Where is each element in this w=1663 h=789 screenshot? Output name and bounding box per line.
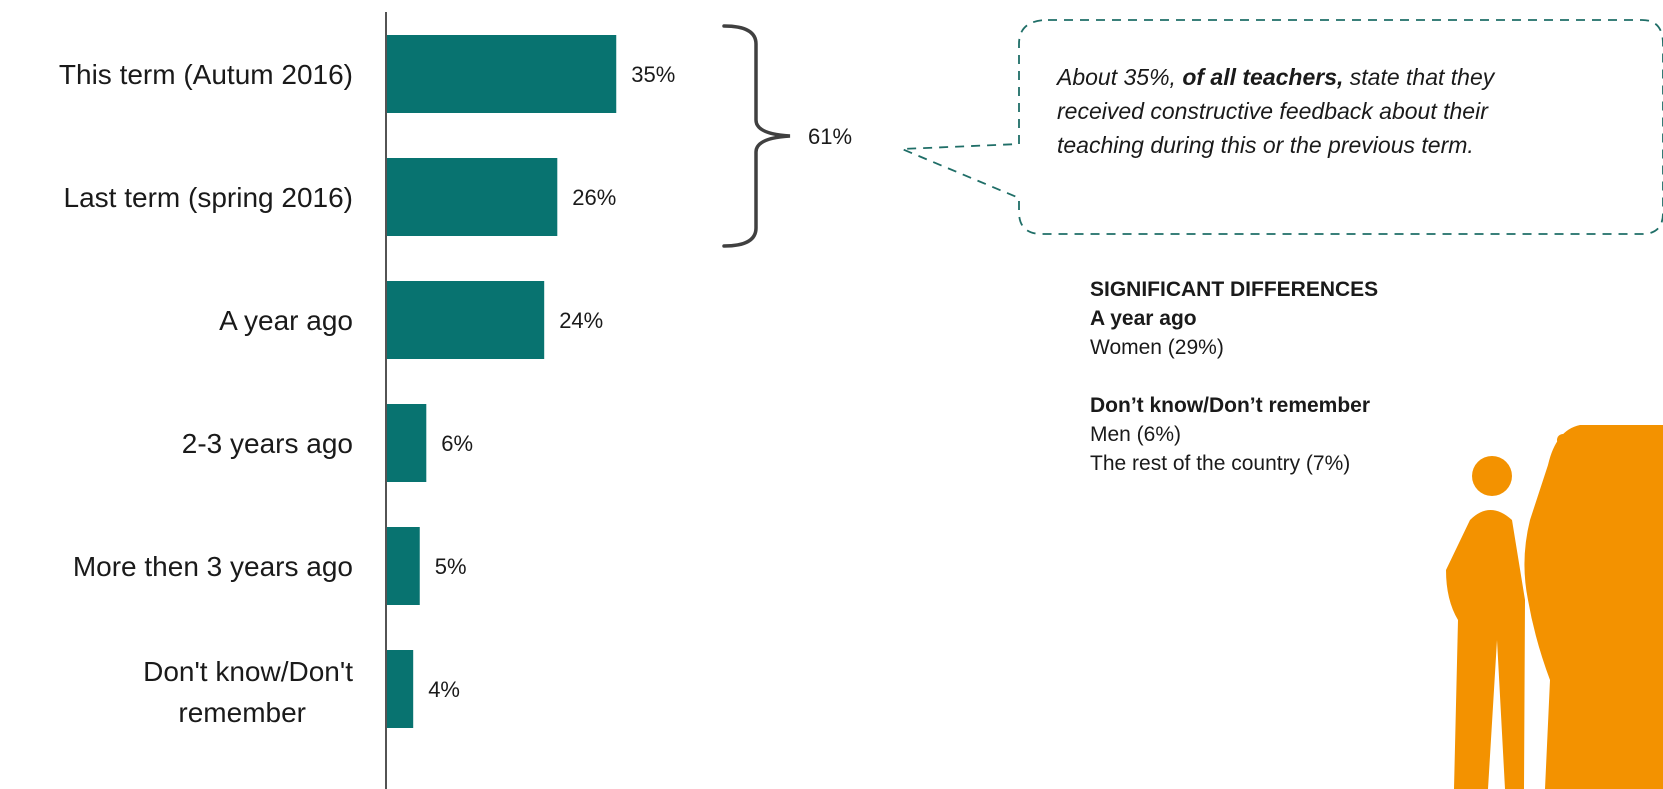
- bar: [387, 527, 420, 605]
- bars-layer: [387, 35, 617, 728]
- differences-group1-title: A year ago: [1090, 307, 1197, 330]
- labels-layer: 35% This term (Autum 2016) 26% Last term (s…: [59, 59, 675, 728]
- bar-value-label: 24%: [559, 308, 603, 333]
- people-figures-icon: [1446, 425, 1663, 789]
- callout-text-bold: of all teachers,: [1182, 64, 1344, 90]
- bar-value-label: 4%: [428, 677, 460, 702]
- bar: [387, 281, 545, 359]
- category-label: A year ago: [219, 305, 353, 336]
- differences-group2-item: Men (6%): [1090, 423, 1182, 446]
- significant-differences: SIGNIFICANT DIFFERENCES A year ago Women…: [1090, 275, 1510, 478]
- category-label: Last term (spring 2016): [64, 182, 353, 213]
- differences-heading: SIGNIFICANT DIFFERENCES: [1090, 278, 1379, 301]
- differences-group1-item: Women (29%): [1090, 336, 1224, 359]
- bar-value-label: 5%: [435, 554, 467, 579]
- bracket-total-label: 61%: [808, 124, 852, 149]
- bar: [387, 404, 427, 482]
- category-label: This term (Autum 2016): [59, 59, 353, 90]
- category-label: 2-3 years ago: [182, 428, 353, 459]
- bar-value-label: 6%: [441, 431, 473, 456]
- category-label: More then 3 years ago: [73, 551, 353, 582]
- bar: [387, 35, 617, 113]
- bar: [387, 650, 414, 728]
- bar: [387, 158, 558, 236]
- differences-group2-item: The rest of the country (7%): [1090, 452, 1351, 475]
- bar-value-label: 26%: [572, 185, 616, 210]
- bar-value-label: 35%: [631, 62, 675, 87]
- callout-text-post: state that they received constructive fe…: [1057, 64, 1495, 158]
- curly-brace: [722, 24, 791, 248]
- callout-text-pre: About 35%,: [1057, 64, 1183, 90]
- category-label: Don't know/Don't remember: [143, 656, 353, 728]
- callout-text: About 35%, of all teachers, state that t…: [1057, 60, 1537, 162]
- differences-group2-title: Don’t know/Don’t remember: [1090, 394, 1371, 417]
